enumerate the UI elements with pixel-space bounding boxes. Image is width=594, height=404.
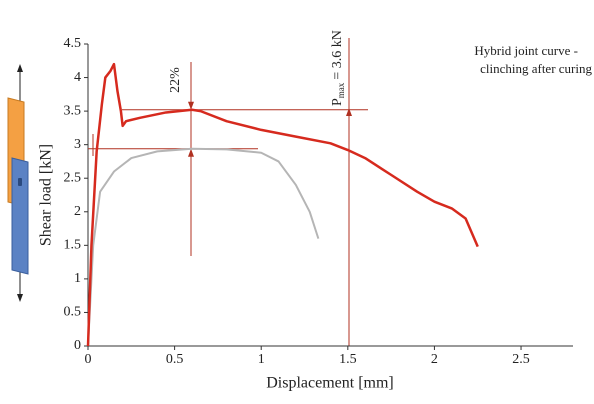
percent-label: 22% xyxy=(168,67,183,93)
y-tick-label: 0.5 xyxy=(64,305,82,320)
x-tick-label: 1.5 xyxy=(339,352,357,367)
x-tick-label: 0.5 xyxy=(166,352,184,367)
y-tick-label: 4.5 xyxy=(64,36,82,51)
y-tick-label: 3 xyxy=(74,137,81,152)
x-axis-title: Displacement [mm] xyxy=(266,375,394,392)
annotation: clinching after curing xyxy=(480,61,592,76)
pmax-label: Pmax = 3.6 kN xyxy=(330,30,346,106)
arrow xyxy=(188,101,194,110)
x-tick-label: 1 xyxy=(258,352,265,367)
y-tick-label: 2.5 xyxy=(64,170,82,185)
y-tick-label: 3.5 xyxy=(64,103,82,118)
data-line xyxy=(87,147,320,347)
y-tick-label: 1 xyxy=(74,271,81,286)
specimen-illustration xyxy=(7,64,29,302)
pmax-text: = 3.6 kN xyxy=(330,30,345,80)
y-tick-label: 2 xyxy=(74,204,81,219)
x-tick-label: 0 xyxy=(85,352,92,367)
arrow xyxy=(188,148,194,157)
y-tick-label: 4 xyxy=(74,70,81,85)
y-axis-title: Shear load [kN] xyxy=(38,144,55,246)
data-line xyxy=(86,62,479,347)
x-tick-label: 2.5 xyxy=(512,352,530,367)
pmax-symbol: P xyxy=(330,98,345,106)
pmax-subscript: max xyxy=(336,82,346,98)
y-tick-label: 0 xyxy=(74,338,81,353)
y-tick-label: 1.5 xyxy=(64,238,82,253)
x-tick-label: 2 xyxy=(431,352,438,367)
pmax-arrow xyxy=(346,108,352,116)
annotation: Hybrid joint curve - xyxy=(474,43,578,58)
